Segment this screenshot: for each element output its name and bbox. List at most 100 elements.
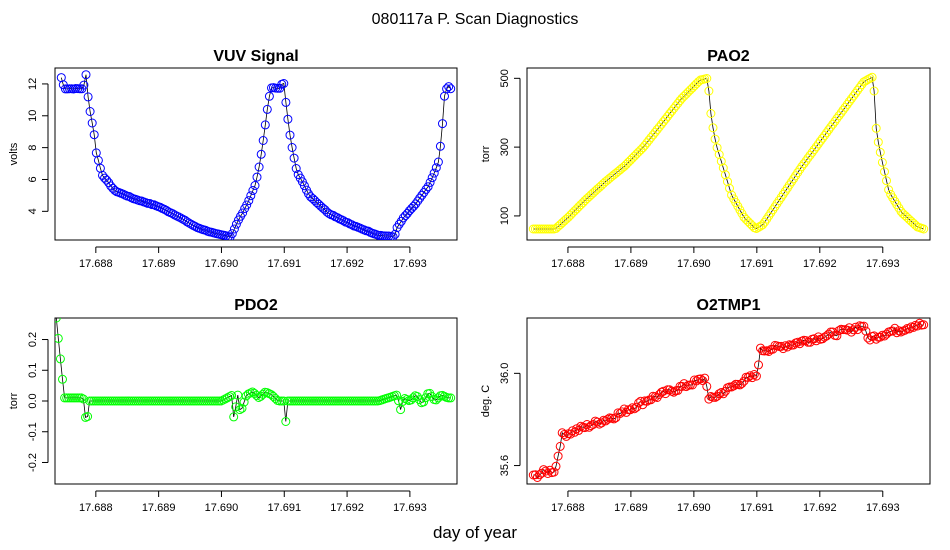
vuv-data-point	[431, 163, 441, 173]
o2tmp1-data-point	[568, 426, 577, 436]
vuv-data-point	[355, 223, 365, 233]
pao2-x-tick-label: 17.692	[803, 258, 837, 270]
o2tmp1-data-point	[838, 325, 848, 335]
vuv-data-point	[438, 119, 447, 129]
vuv-data-point	[244, 196, 254, 206]
pao2-data-point	[766, 208, 776, 218]
pao2-data-point	[880, 167, 889, 177]
pdo2-data-point	[72, 393, 82, 403]
o2tmp1-data-point	[716, 388, 726, 397]
pao2-data-point	[919, 224, 929, 234]
pao2-data-point	[851, 88, 860, 98]
pao2-x-tick-label: 17.690	[677, 258, 711, 270]
pdo2-data-point	[55, 354, 65, 364]
pao2-title: PAO2	[707, 48, 749, 65]
vuv-data-point	[126, 193, 136, 203]
vuv-data-point	[289, 153, 299, 163]
vuv-data-point	[254, 162, 264, 172]
vuv-data-point	[287, 143, 297, 152]
o2tmp1-data-point	[919, 320, 929, 330]
o2tmp1-data-point	[894, 326, 904, 336]
vuv-data-point	[384, 231, 394, 240]
pao2-data-point	[702, 74, 712, 83]
pdo2-data-point	[78, 394, 88, 404]
pao2-data-point	[694, 77, 703, 87]
o2tmp1-data-point	[704, 394, 714, 404]
pdo2-data-point	[408, 393, 418, 403]
pao2-y-tick-label: 500	[499, 69, 511, 87]
o2tmp1-data-point	[696, 374, 706, 384]
o2tmp1-data-point	[754, 360, 763, 370]
pdo2-y-tick-label: -0.2	[27, 453, 39, 472]
o2tmp1-y-tick-label: 36.0	[499, 363, 511, 384]
o2tmp1-x-tick-label: 17.693	[866, 502, 900, 514]
o2tmp1-data-point	[625, 405, 635, 415]
vuv-series	[56, 70, 456, 240]
pao2-panel: PAO2 17.688 17.689 17.690 17.691 17.692 17.693…	[480, 48, 931, 270]
pao2-data-point	[780, 186, 790, 196]
pao2-data-point	[545, 224, 555, 234]
o2tmp1-series-line	[533, 322, 924, 479]
o2tmp1-data-point	[832, 331, 842, 341]
vuv-data-point	[283, 114, 293, 124]
o2tmp1-x-tick-label: 17.690	[677, 502, 711, 514]
vuv-data-point	[83, 92, 93, 102]
o2tmp1-plot-frame	[526, 317, 931, 485]
vuv-data-point	[81, 70, 91, 80]
vuv-data-point	[446, 84, 456, 94]
figure-title: 080117a P. Scan Diagnostics	[372, 11, 579, 28]
o2tmp1-data-point	[555, 441, 565, 451]
pao2-data-point	[873, 137, 883, 147]
vuv-data-point	[246, 191, 256, 201]
vuv-data-point	[110, 185, 120, 195]
vuv-data-point	[388, 232, 398, 240]
o2tmp1-x-tick-label: 17.691	[740, 502, 774, 514]
vuv-data-point	[190, 221, 200, 231]
vuv-data-point	[442, 84, 452, 94]
vuv-data-point	[149, 200, 159, 210]
o2tmp1-data-point	[530, 470, 540, 480]
o2tmp1-panel: O2TMP1 17.688 17.689 17.690 17.691 17.692 17.6…	[480, 297, 931, 514]
pdo2-y-tick-label: 0.2	[27, 332, 39, 347]
vuv-data-point	[256, 149, 266, 159]
pao2-data-point	[869, 86, 879, 96]
o2tmp1-data-point	[656, 387, 666, 397]
pdo2-data-point	[252, 391, 262, 400]
pdo2-data-point	[239, 397, 249, 407]
pdo2-data-point	[227, 391, 237, 400]
o2tmp1-data-point	[892, 328, 902, 338]
pao2-data-point	[760, 217, 770, 227]
vuv-x-tick-label: 17.688	[79, 258, 113, 270]
vuv-data-point	[421, 184, 431, 194]
o2tmp1-data-point	[749, 370, 759, 379]
pdo2-y-tick-label: 0.0	[27, 393, 39, 408]
vuv-data-point	[250, 181, 260, 190]
pdo2-data-point	[229, 412, 239, 422]
vuv-data-point	[242, 200, 252, 210]
o2tmp1-data-point	[745, 371, 755, 381]
pao2-data-point	[884, 185, 894, 195]
pao2-y-tick-label: 300	[499, 138, 511, 156]
o2tmp1-data-point	[679, 379, 689, 389]
vuv-data-point	[382, 231, 392, 240]
pao2-y-axis-label: torr	[480, 145, 492, 162]
pdo2-data-point	[444, 393, 454, 403]
o2tmp1-data-point	[751, 371, 761, 381]
o2tmp1-data-point	[702, 381, 712, 391]
o2tmp1-data-point	[632, 402, 642, 412]
vuv-x-tick-label: 17.690	[205, 258, 239, 270]
vuv-data-point	[238, 208, 248, 218]
pao2-data-point	[716, 156, 726, 166]
o2tmp1-data-point	[677, 381, 687, 391]
o2tmp1-data-point	[623, 405, 633, 415]
pao2-data-point	[787, 177, 796, 187]
o2tmp1-data-point	[861, 326, 871, 336]
o2tmp1-data-point	[549, 467, 559, 477]
o2tmp1-x-tick-label: 17.688	[551, 502, 585, 514]
pao2-data-point	[547, 224, 557, 234]
pdo2-data-point	[419, 397, 429, 407]
pao2-data-point	[882, 176, 891, 186]
pdo2-data-point	[58, 374, 67, 384]
pao2-series	[528, 72, 929, 234]
pao2-data-point	[871, 123, 881, 133]
